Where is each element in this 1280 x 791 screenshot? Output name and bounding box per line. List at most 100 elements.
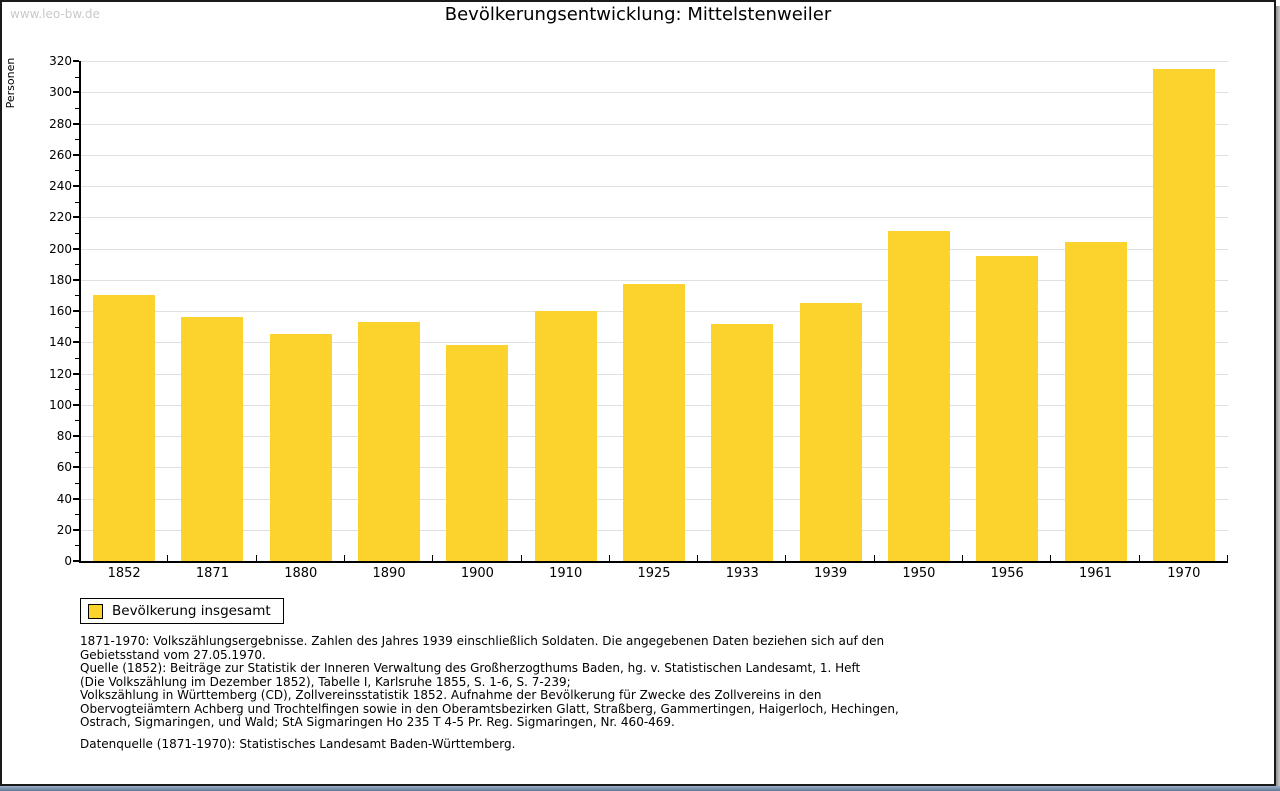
- bar: [181, 317, 244, 561]
- y-minor-tick: [75, 482, 79, 484]
- y-major-tick: [73, 185, 79, 187]
- footnote-line: Gebietsstand vom 27.05.1970.: [80, 647, 266, 662]
- y-tick-label: 140: [49, 335, 72, 350]
- x-tick-label: 1925: [637, 566, 671, 581]
- footnote-line: Volkszählung in Württemberg (CD), Zollve…: [80, 688, 822, 702]
- y-major-tick: [73, 466, 79, 469]
- bar: [887, 231, 950, 561]
- x-tick-label: 1852: [107, 566, 141, 581]
- y-minor-tick: [75, 264, 79, 266]
- y-major-tick: [73, 278, 79, 281]
- plot-area: [80, 61, 1228, 561]
- y-major-tick: [73, 403, 79, 406]
- bar: [93, 295, 156, 561]
- x-tick-label: 1890: [372, 566, 406, 581]
- x-tick-label: 1956: [990, 566, 1024, 581]
- y-axis-title: Personen: [4, 57, 17, 109]
- y-axis-line: [79, 61, 81, 563]
- y-minor-tick: [75, 420, 79, 422]
- y-major-tick: [73, 91, 79, 94]
- y-major-tick: [73, 310, 79, 312]
- y-minor-tick: [75, 389, 79, 391]
- y-minor-tick: [75, 295, 79, 297]
- y-minor-tick: [75, 107, 79, 109]
- y-tick-label: 100: [49, 397, 72, 412]
- gridline: [80, 248, 1228, 250]
- y-tick-label: 300: [49, 85, 72, 100]
- y-minor-tick: [75, 326, 79, 328]
- y-minor-tick: [75, 76, 79, 78]
- category-boundary-tick: [962, 555, 964, 561]
- bar: [534, 311, 597, 561]
- y-tick-label: 220: [49, 210, 72, 225]
- y-tick-label: 180: [49, 272, 72, 287]
- y-minor-tick: [75, 201, 79, 203]
- category-boundary-tick: [608, 555, 610, 561]
- gridline: [80, 123, 1228, 125]
- legend-label: Bevölkerung insgesamt: [112, 603, 271, 619]
- y-major-tick: [73, 153, 79, 156]
- category-boundary-tick: [873, 555, 875, 561]
- y-tick-label: 60: [56, 460, 72, 475]
- y-tick-label: 120: [49, 366, 72, 381]
- category-boundary-tick: [1138, 555, 1140, 561]
- y-tick-label: 0: [64, 554, 72, 568]
- y-minor-tick: [75, 451, 79, 453]
- x-tick-label: 1950: [902, 566, 936, 581]
- y-minor-tick: [75, 545, 79, 547]
- bar: [1064, 242, 1127, 561]
- chart-title: Bevölkerungsentwicklung: Mittelstenweile…: [444, 4, 832, 25]
- y-tick-label: 200: [49, 241, 72, 256]
- y-tick-label: 240: [49, 179, 72, 193]
- category-boundary-tick: [697, 555, 699, 561]
- bar: [1152, 68, 1215, 561]
- y-major-tick: [73, 216, 79, 219]
- legend: Bevölkerung insgesamt: [80, 598, 284, 624]
- y-major-tick: [73, 247, 79, 250]
- footnote-line: (Die Volkszählung im Dezember 1852), Tab…: [80, 674, 571, 689]
- x-tick-label: 1880: [284, 566, 318, 581]
- y-minor-tick: [75, 357, 79, 359]
- y-minor-tick: [75, 232, 79, 234]
- y-tick-label: 20: [56, 522, 72, 537]
- bottom-accent-strip: [0, 786, 1280, 791]
- data-source-line: Datenquelle (1871-1970): Statistisches L…: [80, 737, 516, 751]
- y-major-tick: [73, 435, 79, 437]
- bar: [976, 256, 1039, 561]
- x-axis-line: [79, 561, 1228, 563]
- x-tick-label: 1933: [725, 566, 759, 581]
- y-major-tick: [73, 341, 79, 344]
- category-boundary-tick: [255, 555, 257, 561]
- y-tick-label: 280: [49, 116, 72, 131]
- y-major-tick: [73, 60, 79, 62]
- x-tick-label: 1961: [1078, 566, 1113, 581]
- bar: [711, 323, 774, 561]
- legend-swatch-icon: [88, 603, 103, 619]
- category-boundary-tick: [520, 555, 522, 561]
- gridline: [80, 279, 1228, 281]
- x-tick-label: 1871: [195, 566, 229, 581]
- y-tick-label: 320: [49, 54, 72, 68]
- category-boundary-tick: [1050, 555, 1052, 561]
- category-boundary-tick: [167, 555, 169, 561]
- y-major-tick: [73, 560, 79, 562]
- x-tick-label: 1910: [549, 566, 583, 581]
- footnote-line: 1871-1970: Volkszählungsergebnisse. Zahl…: [80, 634, 885, 648]
- x-tick-label: 1900: [460, 566, 494, 581]
- y-minor-tick: [75, 139, 79, 141]
- bar: [269, 334, 332, 561]
- gridline: [80, 186, 1228, 187]
- y-tick-label: 160: [49, 304, 72, 318]
- footnote-line: Ostrach, Sigmaringen, und Wald; StA Sigm…: [80, 715, 675, 729]
- y-major-tick: [73, 372, 79, 375]
- y-minor-tick: [75, 514, 79, 516]
- y-major-tick: [73, 528, 79, 531]
- y-tick-label: 80: [56, 429, 72, 443]
- footnote-line: Quelle (1852): Beiträge zur Statistik de…: [80, 661, 861, 675]
- site-watermark: www.leo-bw.de: [10, 7, 100, 21]
- bar: [446, 345, 509, 561]
- category-boundary-tick: [1227, 555, 1228, 561]
- x-tick-label: 1970: [1167, 566, 1201, 581]
- category-boundary-tick: [432, 555, 434, 561]
- category-boundary-tick: [785, 555, 787, 561]
